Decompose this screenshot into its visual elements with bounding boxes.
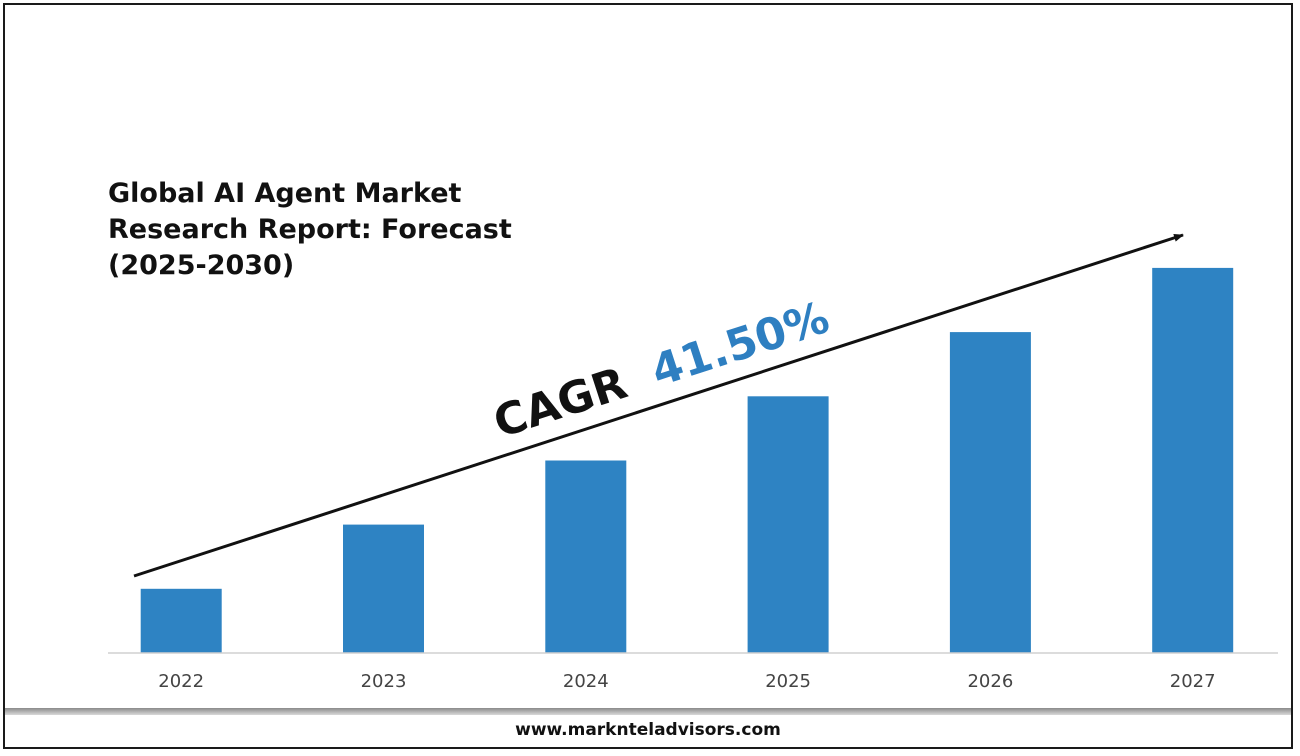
x-tick-label-2026: 2026: [967, 671, 1013, 692]
x-tick-label-2025: 2025: [765, 671, 811, 692]
trend-arrow: [133, 233, 1184, 578]
x-tick-label-2022: 2022: [158, 671, 204, 692]
cagr-label: CAGR: [488, 358, 633, 449]
cagr-value: 41.50%: [645, 292, 835, 397]
x-tick-label-2023: 2023: [361, 671, 407, 692]
bar-2025: [747, 396, 829, 653]
bars-group: [140, 267, 1234, 653]
chart-title: Global AI Agent Market Research Report: …: [108, 178, 512, 281]
bar-2026: [949, 332, 1031, 653]
bar-2023: [343, 524, 424, 653]
bar-2022: [140, 588, 222, 653]
bar-2024: [545, 460, 627, 653]
bar-2027: [1152, 267, 1234, 653]
x-tick-label-2024: 2024: [563, 671, 609, 692]
x-tick-label-2027: 2027: [1170, 671, 1216, 692]
footer-separator: [5, 708, 1291, 715]
footer-website: www.marknteladvisors.com: [515, 720, 781, 740]
x-tick-labels: 2022 2023 2024 2025 2026 2027: [158, 671, 1215, 692]
